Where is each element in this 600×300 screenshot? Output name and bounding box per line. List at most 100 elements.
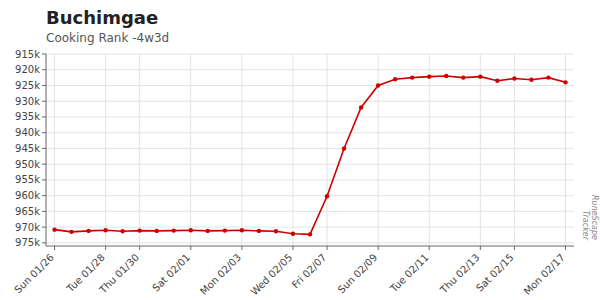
grid [46,54,574,246]
tick-label: 975k [15,237,40,248]
point [325,194,329,198]
tick-mark [292,246,293,250]
point [359,105,363,109]
tick-label: Tue 02/11 [387,252,430,295]
point [52,227,56,231]
point [393,77,397,81]
point [69,230,73,234]
tick-label: Sun 01/26 [12,252,56,296]
point [512,76,516,80]
point [257,229,261,233]
y-axis [46,54,47,246]
tick-label: 945k [15,143,40,154]
point [461,75,465,79]
tick-mark [378,246,379,250]
grid-line [139,54,140,246]
tick-mark [42,116,46,117]
tick-mark [241,246,242,250]
point [274,229,278,233]
point [120,229,124,233]
title: Buchimgae [46,7,158,28]
point [444,74,448,78]
tick-mark [565,246,566,250]
annotation-line: Tracker [581,210,590,240]
point [376,83,380,87]
tick-label: 920k [15,64,40,75]
point [427,74,431,78]
tick-mark [54,246,55,250]
tick-mark [42,85,46,86]
grid-line [378,54,379,246]
grid-line [46,195,574,196]
grid-line [46,242,574,243]
grid-line [54,54,55,246]
chart: Buchimgae Cooking Rank -4w3d 915k 920k 925k 9… [0,0,600,300]
tick-mark [42,227,46,228]
point [155,229,159,233]
point [240,228,244,232]
grid-line [46,69,574,70]
tick-label: 960k [15,190,40,201]
tick-label: Sat 02/15 [474,252,516,294]
grid-line [429,54,430,246]
point [495,79,499,83]
point [563,80,567,84]
grid-line [514,54,515,246]
tick-label: Mon 02/03 [198,252,243,297]
tick-label: 940k [15,127,40,138]
grid-line [46,164,574,165]
tick-label: Thu 01/30 [97,252,141,296]
tick-mark [42,164,46,165]
grid-line [327,54,328,246]
tick-mark [429,246,430,250]
point [342,146,346,150]
tick-label: Fri 02/07 [290,252,329,291]
tick-mark [42,54,46,55]
tick-mark [190,246,191,250]
grid-line [46,227,574,228]
grid-line [46,54,574,55]
x-axis [46,246,574,247]
tick-label: 915k [15,49,40,60]
point [529,78,533,82]
tick-label: 965k [15,206,40,217]
tick-label: 930k [15,96,40,107]
tick-mark [42,69,46,70]
point [206,229,210,233]
line [55,76,566,234]
grid-line [46,101,574,102]
tick-mark [139,246,140,250]
annotation-line: RuneScape [590,195,599,240]
point [546,75,550,79]
grid-line [46,85,574,86]
grid-line [46,148,574,149]
annotation: RuneScapeTracker [581,195,599,241]
grid-line [46,132,574,133]
grid-line [480,54,481,246]
point [223,228,227,232]
grid-line [46,116,574,117]
point [189,228,193,232]
tick-mark [42,195,46,196]
grid-line [292,54,293,246]
point [291,232,295,236]
tick-label: 935k [15,111,40,122]
point [172,228,176,232]
tick-label: Sat 02/01 [150,252,192,294]
grid-line [190,54,191,246]
point [103,228,107,232]
point [478,74,482,78]
tick-mark [327,246,328,250]
point [86,229,90,233]
tick-mark [105,246,106,250]
tick-mark [42,148,46,149]
tick-mark [42,132,46,133]
tick-label: 955k [15,174,40,185]
subtitle: Cooking Rank -4w3d [46,31,169,45]
grid-line [105,54,106,246]
tick-mark [42,211,46,212]
plot-area [52,74,567,237]
tick-mark [514,246,515,250]
tick-label: Mon 02/17 [522,252,567,297]
tick-label: 925k [15,80,40,91]
